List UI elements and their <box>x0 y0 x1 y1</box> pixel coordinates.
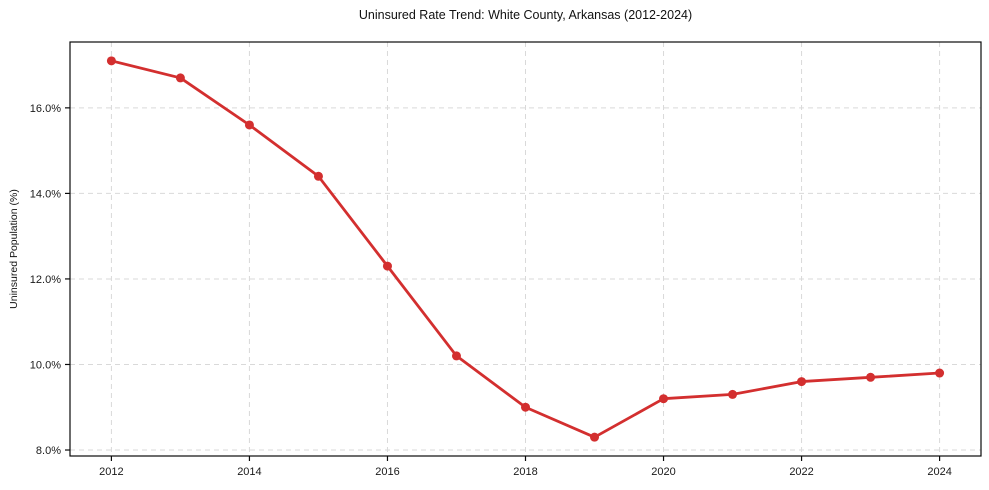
x-tick-label: 2020 <box>651 466 675 478</box>
data-point-2016 <box>382 261 392 271</box>
data-point-2014 <box>244 120 254 130</box>
y-tick-label: 8.0% <box>36 445 61 457</box>
y-tick-label: 14.0% <box>30 188 61 200</box>
data-point-2013 <box>175 73 185 83</box>
data-point-2018 <box>521 402 530 412</box>
y-tick-label: 12.0% <box>30 274 61 286</box>
x-tick-label: 2016 <box>375 466 399 478</box>
data-point-2020 <box>659 394 669 404</box>
data-point-2019 <box>590 432 600 442</box>
x-tick-label: 2012 <box>99 466 123 478</box>
x-tick-label: 2018 <box>513 466 537 478</box>
chart-title: Uninsured Rate Trend: White County, Arka… <box>358 8 693 22</box>
data-point-2021 <box>728 389 738 399</box>
data-point-2022 <box>797 377 807 387</box>
x-tick-label: 2022 <box>789 466 813 478</box>
data-point-2015 <box>313 171 323 181</box>
data-point-2024 <box>935 368 945 378</box>
x-tick-label: 2024 <box>927 466 951 478</box>
data-point-2012 <box>106 56 116 66</box>
y-tick-label: 10.0% <box>30 359 61 371</box>
data-point-2023 <box>866 372 876 382</box>
y-tick-label: 16.0% <box>30 103 61 115</box>
data-point-2017 <box>451 351 461 361</box>
x-tick-label: 2014 <box>237 466 261 478</box>
